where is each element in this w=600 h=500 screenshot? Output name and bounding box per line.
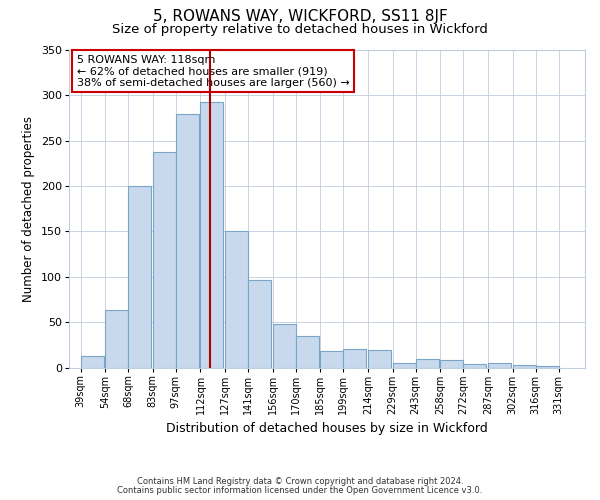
Bar (320, 351, 343, 368)
Bar (273, 324, 296, 368)
Bar (440, 360, 463, 368)
Bar (153, 152, 176, 368)
Bar (512, 365, 536, 368)
Bar (128, 186, 151, 368)
X-axis label: Distribution of detached houses by size in Wickford: Distribution of detached houses by size … (166, 422, 488, 436)
Bar (343, 350, 367, 368)
Bar (176, 114, 199, 368)
Text: 5 ROWANS WAY: 118sqm
← 62% of detached houses are smaller (919)
38% of semi-deta: 5 ROWANS WAY: 118sqm ← 62% of detached h… (77, 55, 349, 88)
Bar (488, 363, 511, 368)
Text: Contains HM Land Registry data © Crown copyright and database right 2024.: Contains HM Land Registry data © Crown c… (137, 477, 463, 486)
Text: Size of property relative to detached houses in Wickford: Size of property relative to detached ho… (112, 22, 488, 36)
Bar (105, 310, 128, 368)
Text: 5, ROWANS WAY, WICKFORD, SS11 8JF: 5, ROWANS WAY, WICKFORD, SS11 8JF (152, 9, 448, 24)
Bar (416, 360, 439, 368)
Bar (463, 364, 487, 368)
Bar (368, 350, 391, 368)
Bar (80, 356, 104, 368)
Bar (536, 366, 559, 368)
Bar (296, 336, 319, 368)
Bar (248, 280, 271, 368)
Y-axis label: Number of detached properties: Number of detached properties (22, 116, 35, 302)
Bar (200, 102, 223, 368)
Bar (393, 363, 416, 368)
Bar (225, 232, 248, 368)
Text: Contains public sector information licensed under the Open Government Licence v3: Contains public sector information licen… (118, 486, 482, 495)
